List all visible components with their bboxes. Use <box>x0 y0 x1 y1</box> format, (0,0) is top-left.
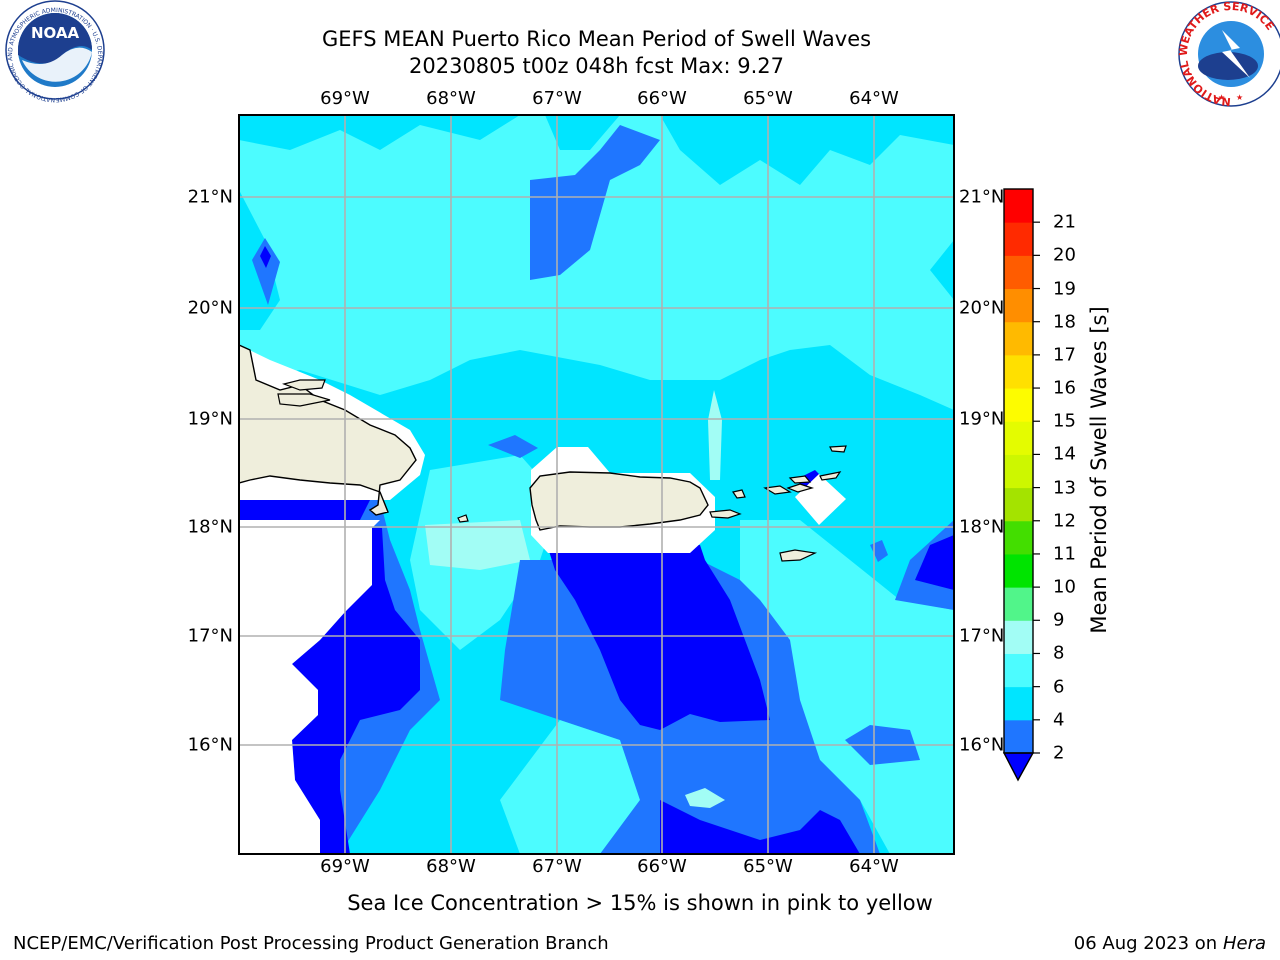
noaa-logo-text: NOAA <box>31 24 80 42</box>
colorbar-segment <box>1004 553 1033 588</box>
colorbar-tick-label: 10 <box>1053 576 1076 598</box>
colorbar-segment <box>1004 255 1033 290</box>
lon-label-bottom: 67°W <box>532 856 582 877</box>
lon-label-top: 65°W <box>743 88 793 109</box>
contour-4-6 <box>239 115 954 185</box>
colorbar-tick-label: 14 <box>1053 443 1076 465</box>
lat-label-right: 18°N <box>959 516 1005 538</box>
map-frame <box>238 114 955 855</box>
lat-label-left: 17°N <box>187 625 233 647</box>
svg-text:★: ★ <box>1218 93 1225 102</box>
colorbar-tick-label: 20 <box>1053 244 1076 266</box>
contour-lt2 <box>660 800 860 854</box>
colorbar-segment <box>1004 321 1033 356</box>
contour-8-9 <box>685 788 725 808</box>
contour-2-4 <box>252 238 280 305</box>
noaa-logo: NATIONAL OCEANIC AND ATMOSPHERIC ADMINIS… <box>0 0 105 103</box>
swell-period-field <box>239 115 954 854</box>
colorbar-tick-label: 13 <box>1053 477 1076 499</box>
lon-label-top: 67°W <box>532 88 582 109</box>
colorbar-underflow <box>1002 752 1035 782</box>
colorbar-tick-label: 21 <box>1053 211 1076 233</box>
footer-machine: Hera <box>1222 933 1266 954</box>
colorbar-segment <box>1004 587 1033 621</box>
colorbar-segment <box>1004 189 1033 223</box>
lon-label-bottom: 65°W <box>743 856 793 877</box>
colorbar-frame <box>1003 188 1034 754</box>
lon-label-bottom: 68°W <box>426 856 476 877</box>
contour-lt2 <box>548 545 770 730</box>
lat-label-left: 18°N <box>187 516 233 538</box>
chart-title: GEFS MEAN Puerto Rico Mean Period of Swe… <box>321 27 872 51</box>
colorbar-segment <box>1004 653 1033 688</box>
colorbar-segment <box>1004 354 1033 389</box>
contour-2-4 <box>488 435 538 458</box>
lat-label-right: 20°N <box>959 297 1005 319</box>
colorbar-tick-label: 15 <box>1053 410 1076 432</box>
contour-lt2 <box>260 246 271 268</box>
colorbar-tick-label: 19 <box>1053 278 1076 300</box>
colorbar-tick-label: 6 <box>1053 676 1065 698</box>
lat-label-left: 19°N <box>187 408 233 430</box>
contour-lt2 <box>915 535 954 590</box>
footer-date: 06 Aug 2023 on Hera <box>1074 933 1266 954</box>
colorbar-segment <box>1004 421 1033 455</box>
nws-logo: NATIONAL WEATHER SERVICE ★ ★ <box>1177 0 1280 108</box>
lat-label-right: 17°N <box>959 625 1005 647</box>
lon-label-bottom: 64°W <box>849 856 899 877</box>
land-puerto-rico <box>529 471 709 531</box>
lat-label-right: 21°N <box>959 186 1005 208</box>
colorbar-segment <box>1004 620 1033 654</box>
colorbar-title: Mean Period of Swell Waves [s] <box>1087 306 1111 634</box>
land-islands <box>277 379 847 562</box>
contour-6-8 <box>500 720 640 854</box>
lat-label-left: 21°N <box>187 186 233 208</box>
colorbar <box>1002 188 1040 782</box>
colorbar-segment <box>1004 288 1033 323</box>
lon-label-top: 69°W <box>320 88 370 109</box>
sea-ice-note: Sea Ice Concentration > 15% is shown in … <box>347 891 933 915</box>
colorbar-tick-label: 11 <box>1053 543 1076 565</box>
contour-lt2 <box>292 528 420 854</box>
colorbar-tick-label: 2 <box>1053 742 1065 764</box>
colorbar-segment <box>1004 686 1033 721</box>
colorbar-tick-label: 9 <box>1053 609 1065 631</box>
lat-label-left: 20°N <box>187 297 233 319</box>
lat-label-right: 19°N <box>959 408 1005 430</box>
contour-8-9 <box>708 390 722 480</box>
colorbar-segment <box>1004 487 1033 522</box>
colorbar-tick-label: 12 <box>1053 510 1076 532</box>
lon-label-top: 66°W <box>637 88 687 109</box>
colorbar-tick-label: 17 <box>1053 344 1076 366</box>
lat-label-left: 16°N <box>187 734 233 756</box>
contour-6-8 <box>740 520 954 854</box>
lon-label-bottom: 66°W <box>637 856 687 877</box>
colorbar-segment <box>1004 520 1033 555</box>
colorbar-segment <box>1004 719 1033 754</box>
colorbar-segment <box>1004 454 1033 489</box>
contour-2-4 <box>530 125 660 280</box>
colorbar-tick-label: 16 <box>1053 377 1076 399</box>
colorbar-tick-label: 18 <box>1053 311 1076 333</box>
footer-date-text: 06 Aug 2023 on <box>1073 933 1218 954</box>
chart-subtitle: 20230805 t00z 048h fcst Max: 9.27 <box>409 54 784 78</box>
svg-text:★: ★ <box>1236 93 1243 102</box>
colorbar-segment <box>1004 388 1033 422</box>
lon-label-top: 68°W <box>426 88 476 109</box>
footer-credit: NCEP/EMC/Verification Post Processing Pr… <box>13 933 609 954</box>
graticule <box>239 115 954 854</box>
contour-4-6 <box>930 240 954 300</box>
colorbar-segment <box>1004 222 1033 256</box>
lon-label-top: 64°W <box>849 88 899 109</box>
lat-label-right: 16°N <box>959 734 1005 756</box>
colorbar-tick-label: 4 <box>1053 709 1065 731</box>
lon-label-bottom: 69°W <box>320 856 370 877</box>
colorbar-tick-label: 8 <box>1053 642 1065 664</box>
